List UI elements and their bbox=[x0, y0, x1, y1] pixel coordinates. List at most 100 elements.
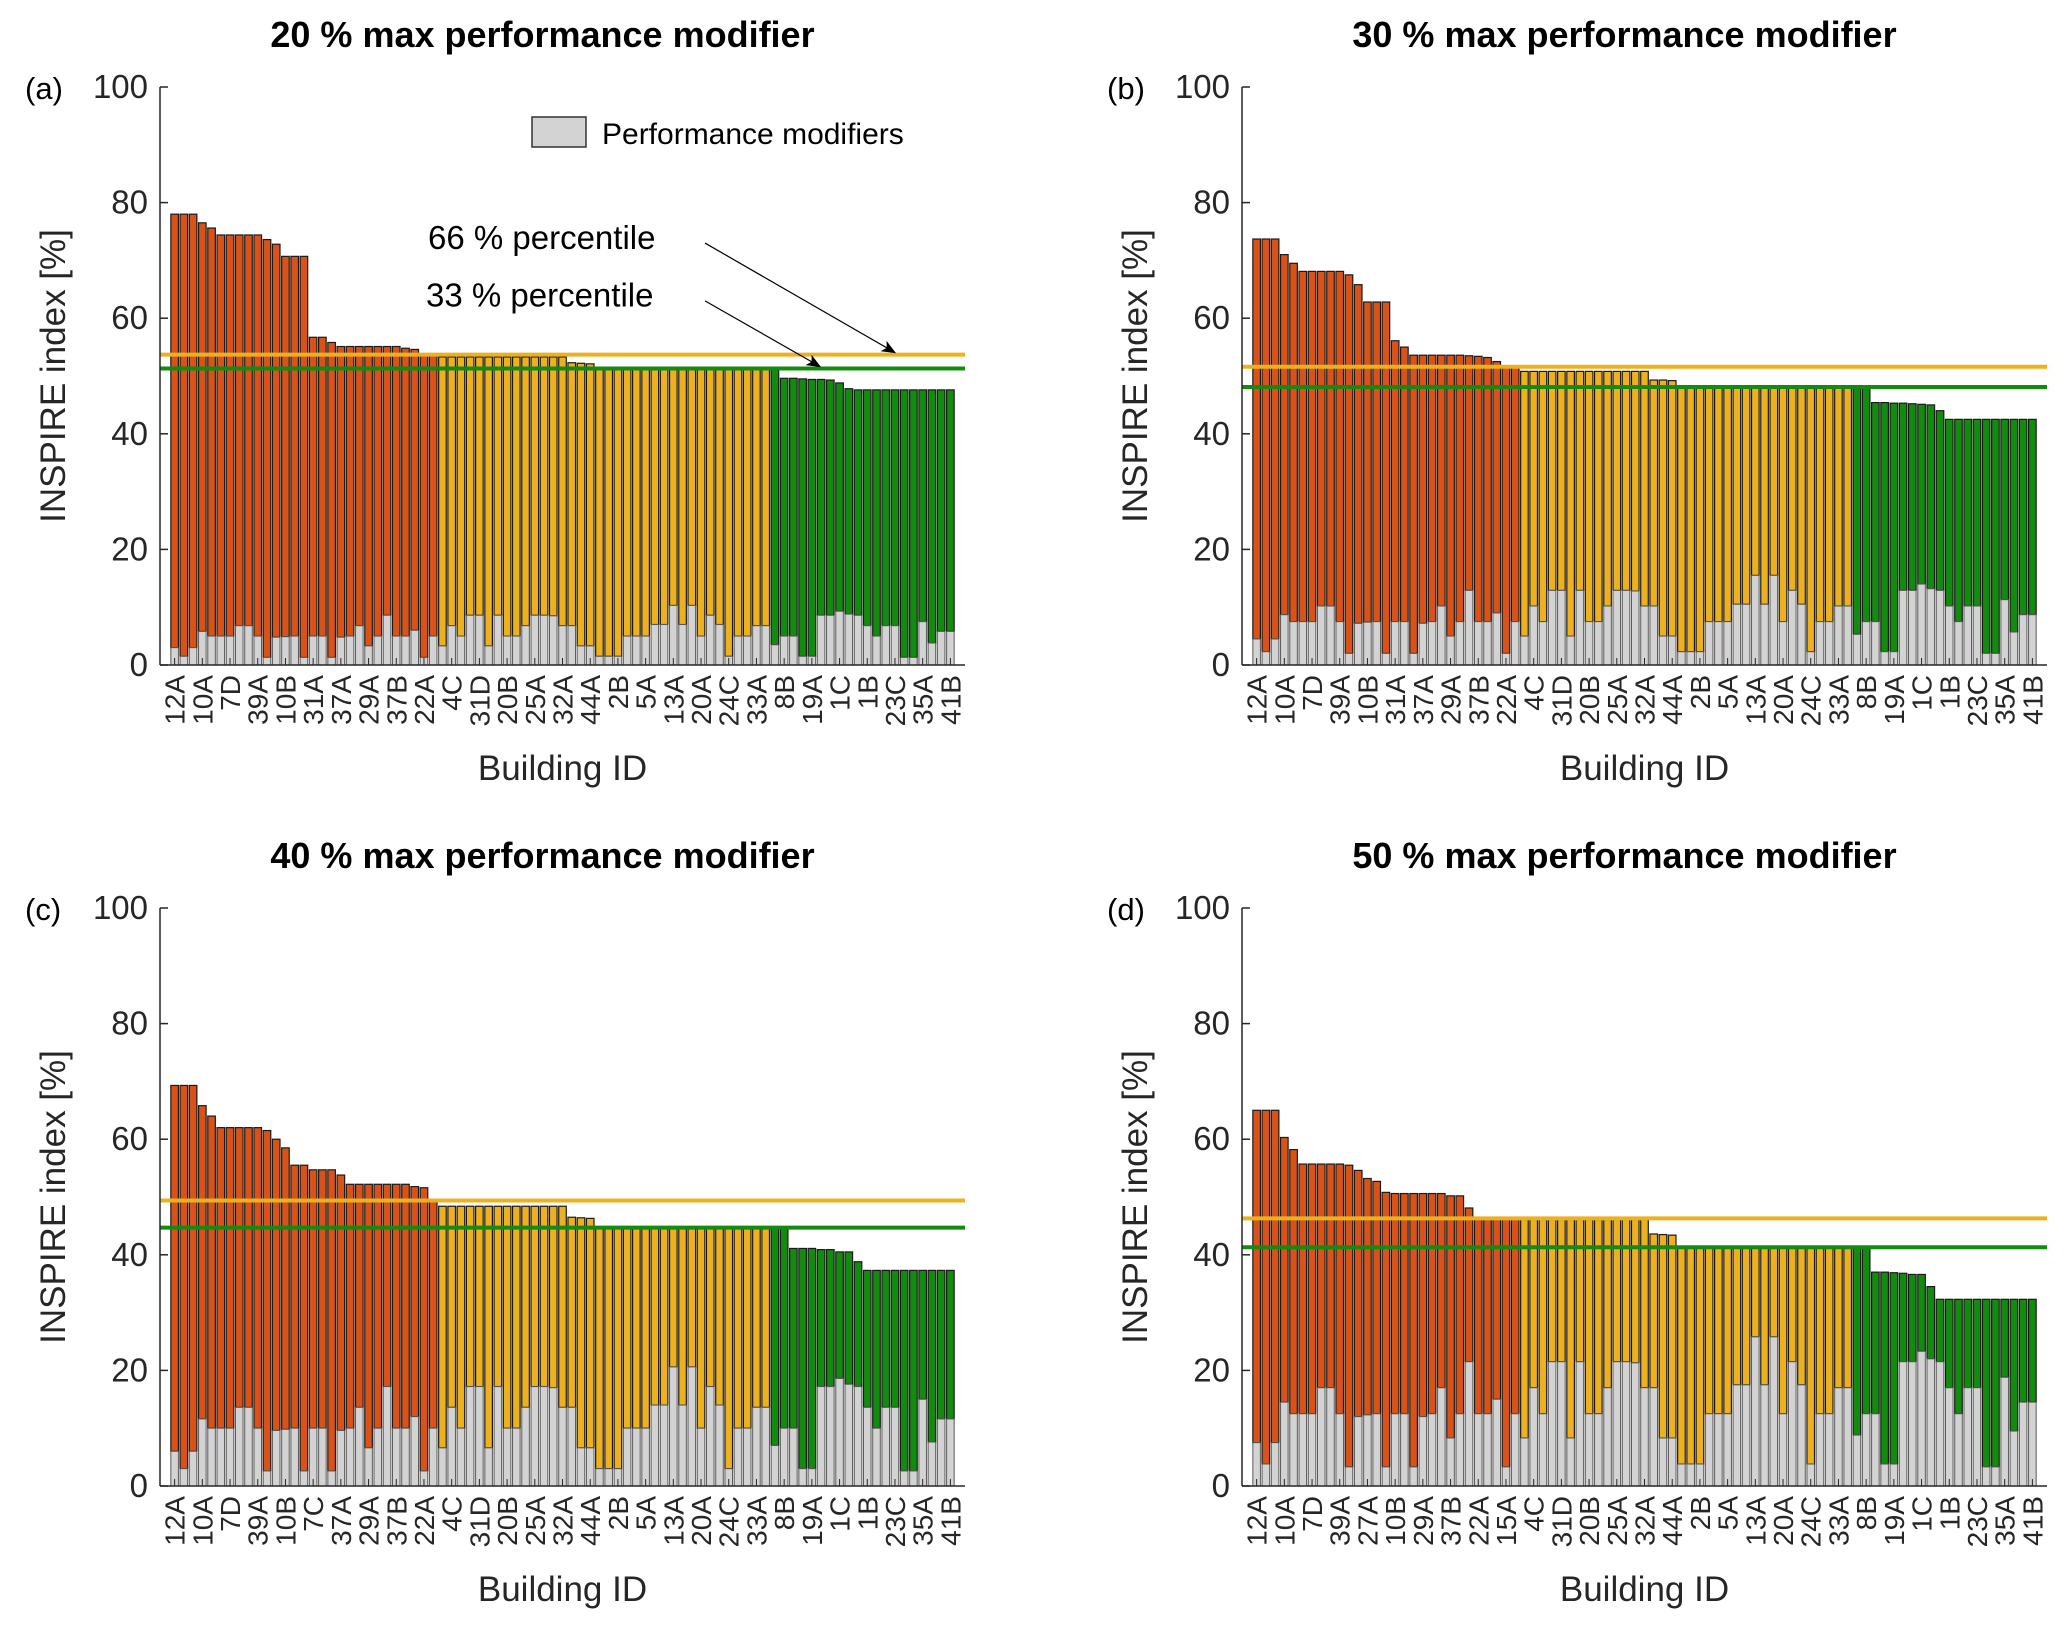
bar-index bbox=[1870, 1271, 1880, 1415]
bar-index bbox=[585, 363, 595, 647]
bar-index bbox=[197, 222, 207, 633]
bar-index bbox=[207, 227, 216, 637]
bar-index bbox=[1760, 386, 1769, 605]
bar-modifier bbox=[761, 1406, 770, 1487]
x-tick-label: 25A bbox=[520, 675, 551, 725]
bar-modifier bbox=[1520, 1437, 1529, 1487]
bar-index bbox=[410, 1185, 420, 1418]
bar-modifier bbox=[475, 1386, 484, 1487]
bar-index bbox=[170, 213, 180, 649]
panel-d: 50 % max performance modifier (d) 0 20 40 60 8… bbox=[1107, 835, 2048, 1609]
bar-modifier bbox=[1686, 651, 1695, 666]
x-tick-label: 39A bbox=[1325, 675, 1356, 725]
bar-modifier bbox=[355, 625, 364, 666]
x-tick-label: 13A bbox=[658, 1496, 689, 1546]
bar-modifier bbox=[1372, 1413, 1381, 1487]
bar-modifier bbox=[946, 1418, 955, 1487]
bar-modifier bbox=[475, 614, 484, 666]
bar-index bbox=[1787, 1246, 1797, 1363]
bar-index bbox=[1353, 1169, 1363, 1418]
bar-index bbox=[419, 354, 429, 659]
y-tick-label: 100 bbox=[1175, 889, 1230, 926]
bar-index bbox=[1344, 274, 1354, 655]
bar-modifier bbox=[1843, 605, 1852, 666]
bar-modifier bbox=[548, 615, 558, 666]
bar-index bbox=[724, 367, 734, 657]
bar-modifier bbox=[179, 655, 189, 666]
bar-index bbox=[188, 213, 198, 649]
bar-index bbox=[613, 1227, 623, 1470]
bar-index bbox=[1547, 370, 1557, 592]
x-tick-label: 2B bbox=[603, 1496, 634, 1530]
y-tick-label: 20 bbox=[1193, 1351, 1230, 1388]
bar-modifier bbox=[872, 1427, 881, 1487]
bar-index bbox=[1843, 1246, 1853, 1389]
bar-index bbox=[604, 367, 614, 657]
bar-index bbox=[465, 356, 475, 616]
x-tick-label: 1B bbox=[852, 1496, 883, 1530]
x-tick-label: 7D bbox=[215, 675, 246, 711]
annotation-p33: 33 % percentile bbox=[426, 277, 653, 314]
y-tick-label: 40 bbox=[1193, 415, 1230, 452]
bar-modifier bbox=[465, 1386, 475, 1487]
x-tick-label: 13A bbox=[1740, 675, 1771, 725]
bar-modifier bbox=[826, 614, 835, 666]
bar-index bbox=[909, 1269, 918, 1472]
bar-index bbox=[271, 243, 281, 638]
bar-modifier bbox=[650, 624, 660, 666]
x-tick-label: 12A bbox=[160, 1496, 191, 1546]
bar-index bbox=[1991, 418, 2000, 655]
bar-index bbox=[715, 1227, 724, 1406]
x-tick-label: 44A bbox=[575, 1496, 606, 1546]
x-tick-label: 5A bbox=[1713, 1496, 1744, 1531]
bar-index bbox=[641, 1227, 651, 1429]
x-tick-label: 39A bbox=[1325, 1496, 1356, 1546]
bar-index bbox=[197, 1105, 207, 1420]
bar-modifier bbox=[1427, 621, 1437, 666]
bar-modifier bbox=[853, 614, 863, 666]
x-tick-label: 23C bbox=[880, 675, 911, 726]
bar-index bbox=[770, 367, 780, 646]
bar-index bbox=[1335, 1163, 1345, 1415]
bar-index bbox=[1677, 1246, 1686, 1465]
bar-index bbox=[585, 1217, 595, 1449]
bar-index bbox=[1446, 354, 1455, 637]
bar-index bbox=[1889, 402, 1899, 653]
bar-index bbox=[1289, 262, 1298, 623]
bar-index bbox=[770, 1227, 780, 1447]
y-axis-label: INSPIRE index [%] bbox=[34, 1050, 73, 1344]
bar-index bbox=[1806, 1246, 1816, 1465]
bar-modifier bbox=[1307, 1413, 1317, 1487]
bar-index bbox=[1363, 1177, 1372, 1416]
bar-modifier bbox=[1760, 603, 1769, 666]
bar-modifier bbox=[2009, 631, 2019, 666]
bar-modifier bbox=[1326, 605, 1335, 666]
bar-index bbox=[918, 389, 928, 623]
x-tick-label: 12A bbox=[160, 675, 191, 725]
bar-index bbox=[668, 1227, 678, 1368]
bar-modifier bbox=[622, 1427, 632, 1487]
bar-index bbox=[1815, 1246, 1825, 1415]
bar-modifier bbox=[1963, 1387, 1973, 1487]
bar-index bbox=[1270, 1109, 1280, 1444]
bar-index bbox=[641, 367, 651, 637]
bar-modifier bbox=[1529, 1387, 1538, 1487]
bar-index bbox=[1335, 270, 1345, 623]
bar-index bbox=[438, 356, 447, 647]
bar-index bbox=[1658, 1233, 1668, 1439]
bar-index bbox=[1298, 270, 1308, 623]
bar-modifier bbox=[733, 1427, 743, 1487]
bar-index bbox=[631, 1227, 641, 1429]
bar-index bbox=[1455, 354, 1465, 623]
bar-modifier bbox=[1944, 605, 1954, 666]
bar-index bbox=[1797, 1246, 1806, 1386]
bar-index bbox=[244, 234, 253, 627]
bar-index bbox=[668, 367, 678, 607]
x-tick-label: 24C bbox=[1796, 1496, 1827, 1547]
bar-modifier bbox=[1908, 1361, 1917, 1487]
bar-index bbox=[1981, 418, 1991, 655]
bar-index bbox=[1381, 301, 1391, 655]
bar-modifier bbox=[1612, 589, 1622, 666]
bar-index bbox=[336, 345, 346, 638]
bar-index bbox=[1667, 380, 1677, 637]
